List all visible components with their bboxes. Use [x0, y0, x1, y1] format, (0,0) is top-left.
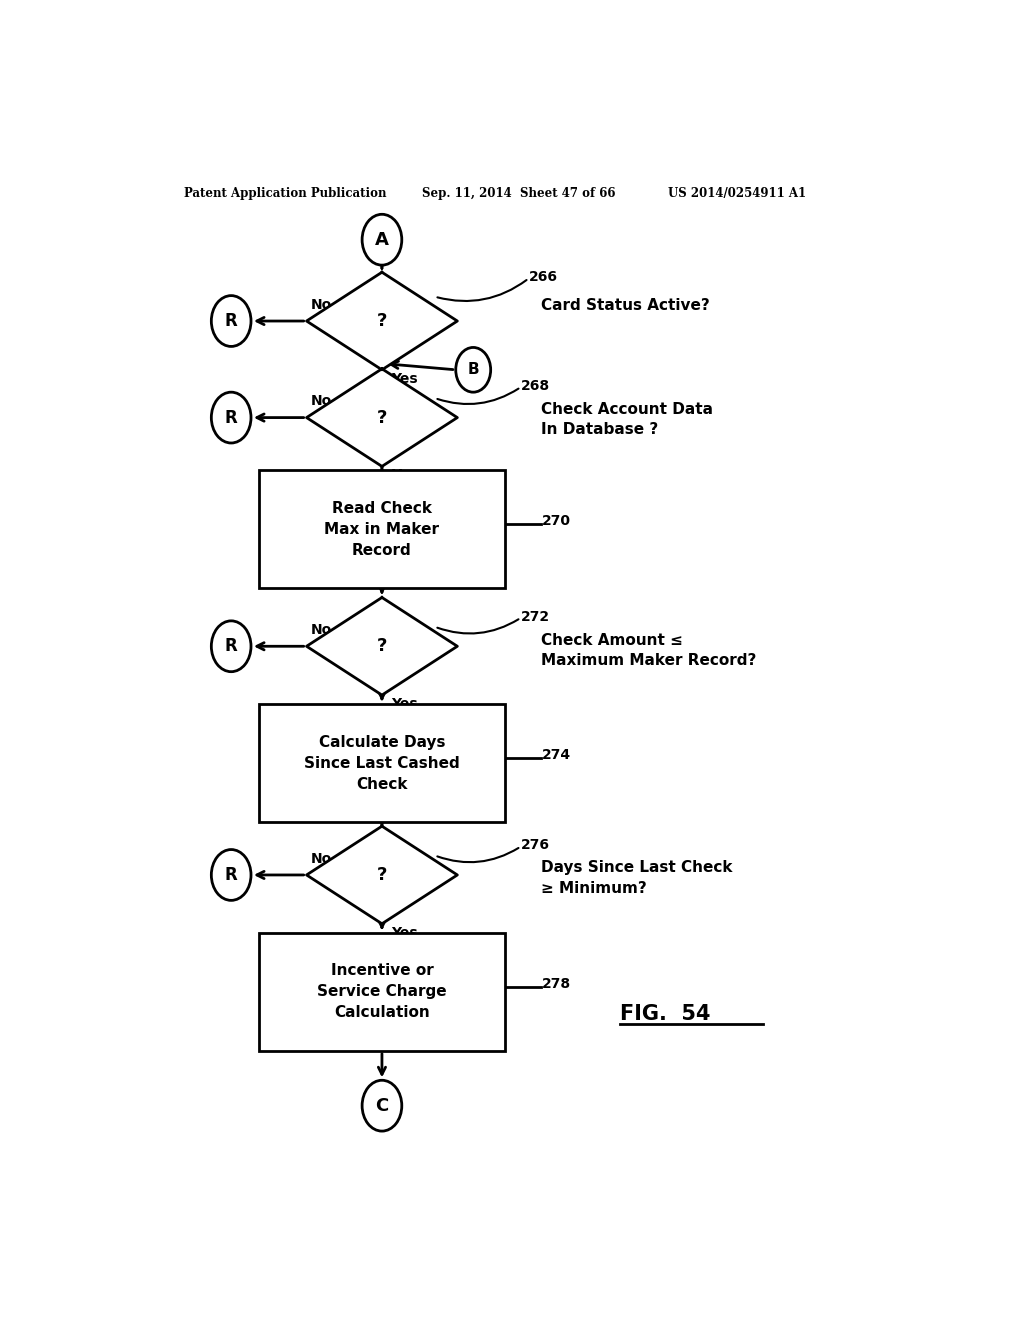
Text: Card Status Active?: Card Status Active?: [541, 298, 710, 313]
Text: B: B: [467, 362, 479, 378]
Circle shape: [456, 347, 490, 392]
Circle shape: [362, 1080, 401, 1131]
Text: Days Since Last Check: Days Since Last Check: [541, 861, 732, 875]
Text: ?: ?: [377, 638, 387, 655]
Circle shape: [211, 296, 251, 346]
Text: Maximum Maker Record?: Maximum Maker Record?: [541, 653, 756, 668]
Text: No: No: [310, 298, 332, 312]
Text: Sep. 11, 2014  Sheet 47 of 66: Sep. 11, 2014 Sheet 47 of 66: [422, 187, 615, 201]
Text: Yes: Yes: [391, 925, 418, 940]
Text: A: A: [375, 231, 389, 248]
Text: No: No: [310, 395, 332, 408]
Text: Check Amount ≤: Check Amount ≤: [541, 632, 683, 648]
Text: 276: 276: [521, 838, 550, 853]
Polygon shape: [306, 272, 458, 370]
Text: C: C: [376, 1097, 388, 1114]
Text: Read Check
Max in Maker
Record: Read Check Max in Maker Record: [325, 500, 439, 558]
Text: No: No: [310, 623, 332, 638]
Text: 272: 272: [521, 610, 550, 624]
Text: R: R: [225, 409, 238, 426]
Text: Patent Application Publication: Patent Application Publication: [183, 187, 386, 201]
Text: Yes: Yes: [391, 372, 418, 385]
Bar: [259, 933, 505, 1051]
Polygon shape: [306, 368, 458, 466]
Circle shape: [211, 850, 251, 900]
Text: Yes: Yes: [391, 697, 418, 711]
Text: R: R: [225, 312, 238, 330]
Text: US 2014/0254911 A1: US 2014/0254911 A1: [668, 187, 806, 201]
Text: R: R: [225, 866, 238, 884]
Text: FIG.  54: FIG. 54: [620, 1005, 711, 1024]
Text: Yes: Yes: [391, 469, 418, 482]
Circle shape: [211, 392, 251, 444]
Polygon shape: [306, 598, 458, 696]
Text: 270: 270: [543, 515, 571, 528]
Text: Check Account Data: Check Account Data: [541, 403, 713, 417]
Text: R: R: [225, 638, 238, 655]
Text: ≥ Minimum?: ≥ Minimum?: [541, 880, 646, 896]
Text: ?: ?: [377, 409, 387, 426]
Text: 266: 266: [528, 271, 558, 284]
Text: No: No: [310, 851, 332, 866]
Polygon shape: [306, 826, 458, 924]
Text: Incentive or
Service Charge
Calculation: Incentive or Service Charge Calculation: [317, 964, 446, 1020]
Bar: [259, 704, 505, 822]
Text: In Database ?: In Database ?: [541, 422, 658, 437]
Text: Calculate Days
Since Last Cashed
Check: Calculate Days Since Last Cashed Check: [304, 735, 460, 792]
Text: ?: ?: [377, 312, 387, 330]
Text: 274: 274: [543, 748, 571, 762]
Circle shape: [211, 620, 251, 672]
Circle shape: [362, 214, 401, 265]
Text: 268: 268: [521, 379, 550, 393]
Text: ?: ?: [377, 866, 387, 884]
Text: 278: 278: [543, 977, 571, 991]
Bar: [259, 470, 505, 589]
